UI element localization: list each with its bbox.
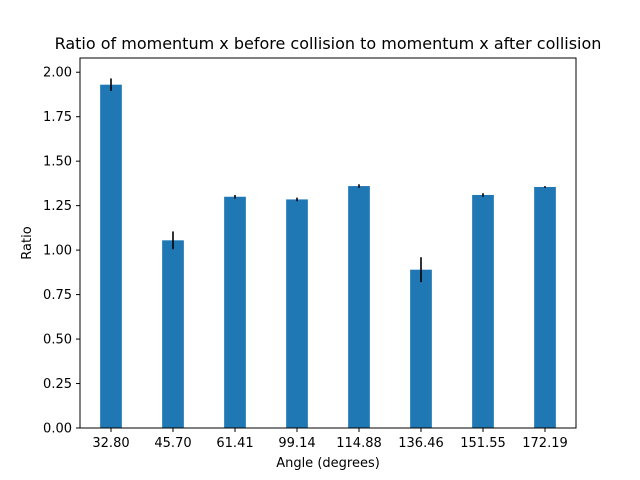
x-tick-label: 136.46 bbox=[398, 436, 444, 451]
y-axis: 0.00 0.25 0.50 0.75 1.00 1.25 1.50 1.75 2.00 bbox=[43, 66, 80, 437]
bar-114-88 bbox=[348, 186, 370, 428]
y-tick-label: 0.25 bbox=[43, 377, 72, 392]
bar-172-19 bbox=[534, 186, 556, 428]
x-tick-label: 32.80 bbox=[92, 436, 129, 451]
chart-title: Ratio of momentum x before collision to … bbox=[55, 34, 602, 53]
x-tick-label: 114.88 bbox=[336, 436, 382, 451]
x-tick-label: 45.70 bbox=[154, 436, 191, 451]
bar-151-55 bbox=[472, 194, 494, 428]
x-axis: 32.80 45.70 61.41 99.14 114.88 136.46 151.55 17… bbox=[92, 428, 568, 451]
bar-45-70 bbox=[162, 240, 184, 428]
y-tick-label: 1.00 bbox=[43, 244, 72, 259]
y-axis-label: Ratio bbox=[20, 226, 35, 259]
y-tick-label: 0.00 bbox=[43, 422, 72, 437]
y-tick-label: 1.50 bbox=[43, 155, 72, 170]
x-tick-label: 172.19 bbox=[522, 436, 568, 451]
bars bbox=[100, 84, 556, 429]
x-tick-label: 151.55 bbox=[460, 436, 506, 451]
y-tick-label: 2.00 bbox=[43, 66, 72, 81]
error-bars bbox=[110, 78, 546, 283]
bar-61-41 bbox=[224, 196, 246, 428]
plot-frame bbox=[79, 57, 577, 429]
bar-99-14 bbox=[286, 199, 308, 428]
y-tick-label: 1.75 bbox=[43, 110, 72, 125]
bar-32-80 bbox=[100, 84, 122, 429]
x-axis-label: Angle (degrees) bbox=[276, 456, 380, 471]
x-tick-label: 99.14 bbox=[278, 436, 315, 451]
x-tick-label: 61.41 bbox=[216, 436, 253, 451]
y-tick-label: 1.25 bbox=[43, 199, 72, 214]
y-tick-label: 0.50 bbox=[43, 333, 72, 348]
bar-136-46 bbox=[410, 269, 432, 428]
y-tick-label: 0.75 bbox=[43, 288, 72, 303]
